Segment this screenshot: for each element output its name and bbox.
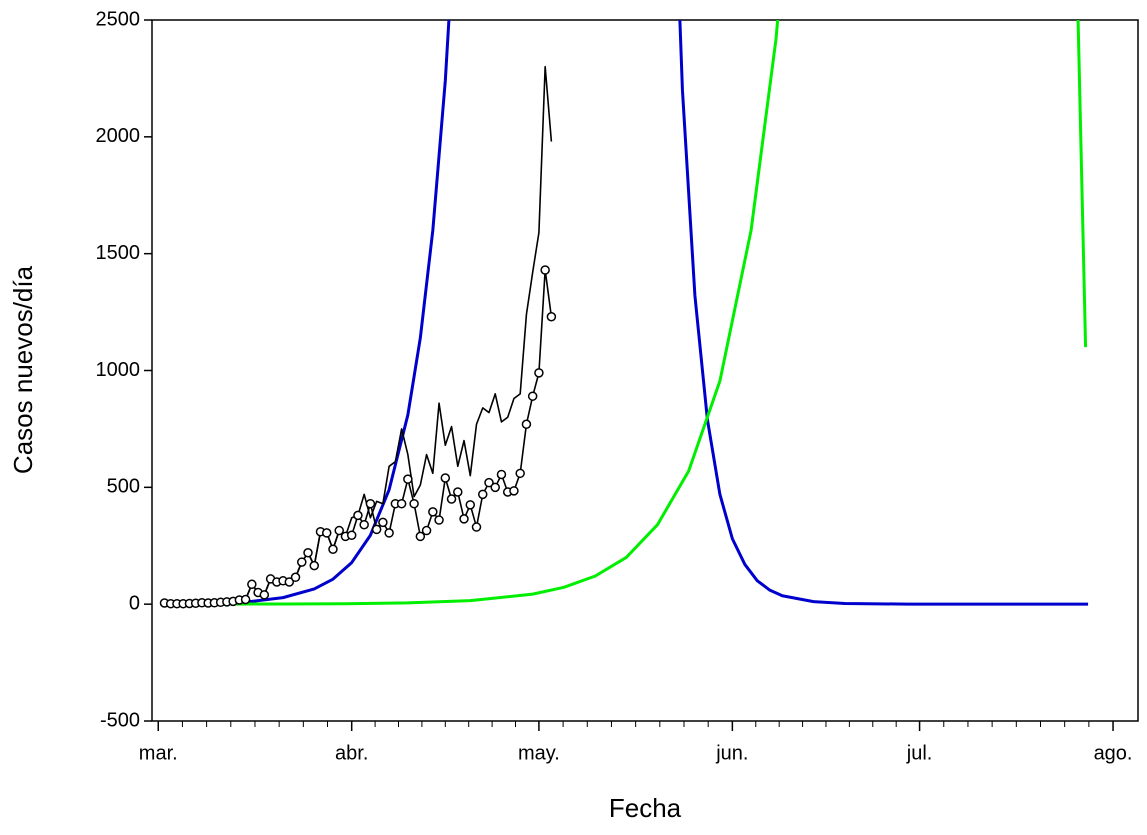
series-line — [164, 65, 553, 605]
data-point — [521, 419, 532, 429]
x-axis-title: Fecha — [609, 793, 682, 823]
data-point — [321, 528, 332, 538]
data-point — [378, 517, 388, 528]
data-point — [546, 312, 557, 322]
data-point — [534, 368, 544, 378]
data-point — [515, 468, 525, 479]
data-point — [415, 531, 426, 542]
y-tick-label: 2500 — [96, 8, 141, 30]
data-point — [309, 560, 320, 571]
y-tick-label: -500 — [100, 709, 140, 731]
data-point — [477, 489, 488, 500]
data-point — [328, 544, 338, 555]
data-point — [240, 594, 251, 605]
data-point — [509, 486, 519, 496]
x-tick-label: abr. — [335, 742, 368, 764]
data-point — [471, 522, 482, 532]
data-point — [297, 557, 307, 567]
data-point — [353, 510, 363, 521]
plot-frame — [151, 19, 1139, 722]
data-point — [421, 525, 432, 536]
series-line — [189, 20, 1089, 606]
x-tick-label: may. — [518, 742, 560, 764]
data-point — [490, 482, 500, 493]
data-point — [365, 498, 376, 509]
data-point — [434, 515, 444, 525]
x-tick-label: ago. — [1094, 742, 1133, 764]
data-point — [303, 548, 313, 558]
y-axis-title: Casos nuevos/día — [8, 265, 38, 474]
plot-area — [159, 20, 1089, 609]
data-point — [496, 469, 507, 480]
data-point — [484, 477, 494, 488]
series-line — [164, 20, 1088, 606]
data-point — [465, 500, 476, 510]
data-point — [459, 514, 469, 524]
data-point — [290, 572, 301, 583]
data-point — [428, 507, 438, 517]
data-point — [440, 473, 451, 483]
data-point — [284, 577, 295, 587]
data-point — [359, 519, 369, 530]
x-tick-label: jun. — [715, 742, 748, 764]
data-point — [396, 498, 407, 509]
y-tick-label: 2000 — [96, 125, 141, 147]
y-tick-label: 0 — [129, 592, 140, 614]
data-point — [527, 391, 538, 401]
data-point — [346, 530, 357, 540]
data-point — [453, 487, 463, 497]
y-tick-label: 1000 — [96, 359, 141, 381]
data-point — [259, 590, 270, 600]
data-point — [247, 579, 257, 590]
data-point — [409, 498, 419, 509]
x-tick-label: jul. — [906, 742, 933, 764]
data-point — [334, 525, 344, 536]
data-point — [540, 265, 550, 275]
y-tick-label: 500 — [107, 476, 140, 498]
y-tick-label: 1500 — [96, 242, 141, 264]
data-point — [446, 494, 457, 504]
x-tick-label: mar. — [139, 742, 178, 764]
data-point — [403, 474, 413, 484]
data-point — [371, 524, 382, 535]
data-point — [384, 528, 394, 538]
